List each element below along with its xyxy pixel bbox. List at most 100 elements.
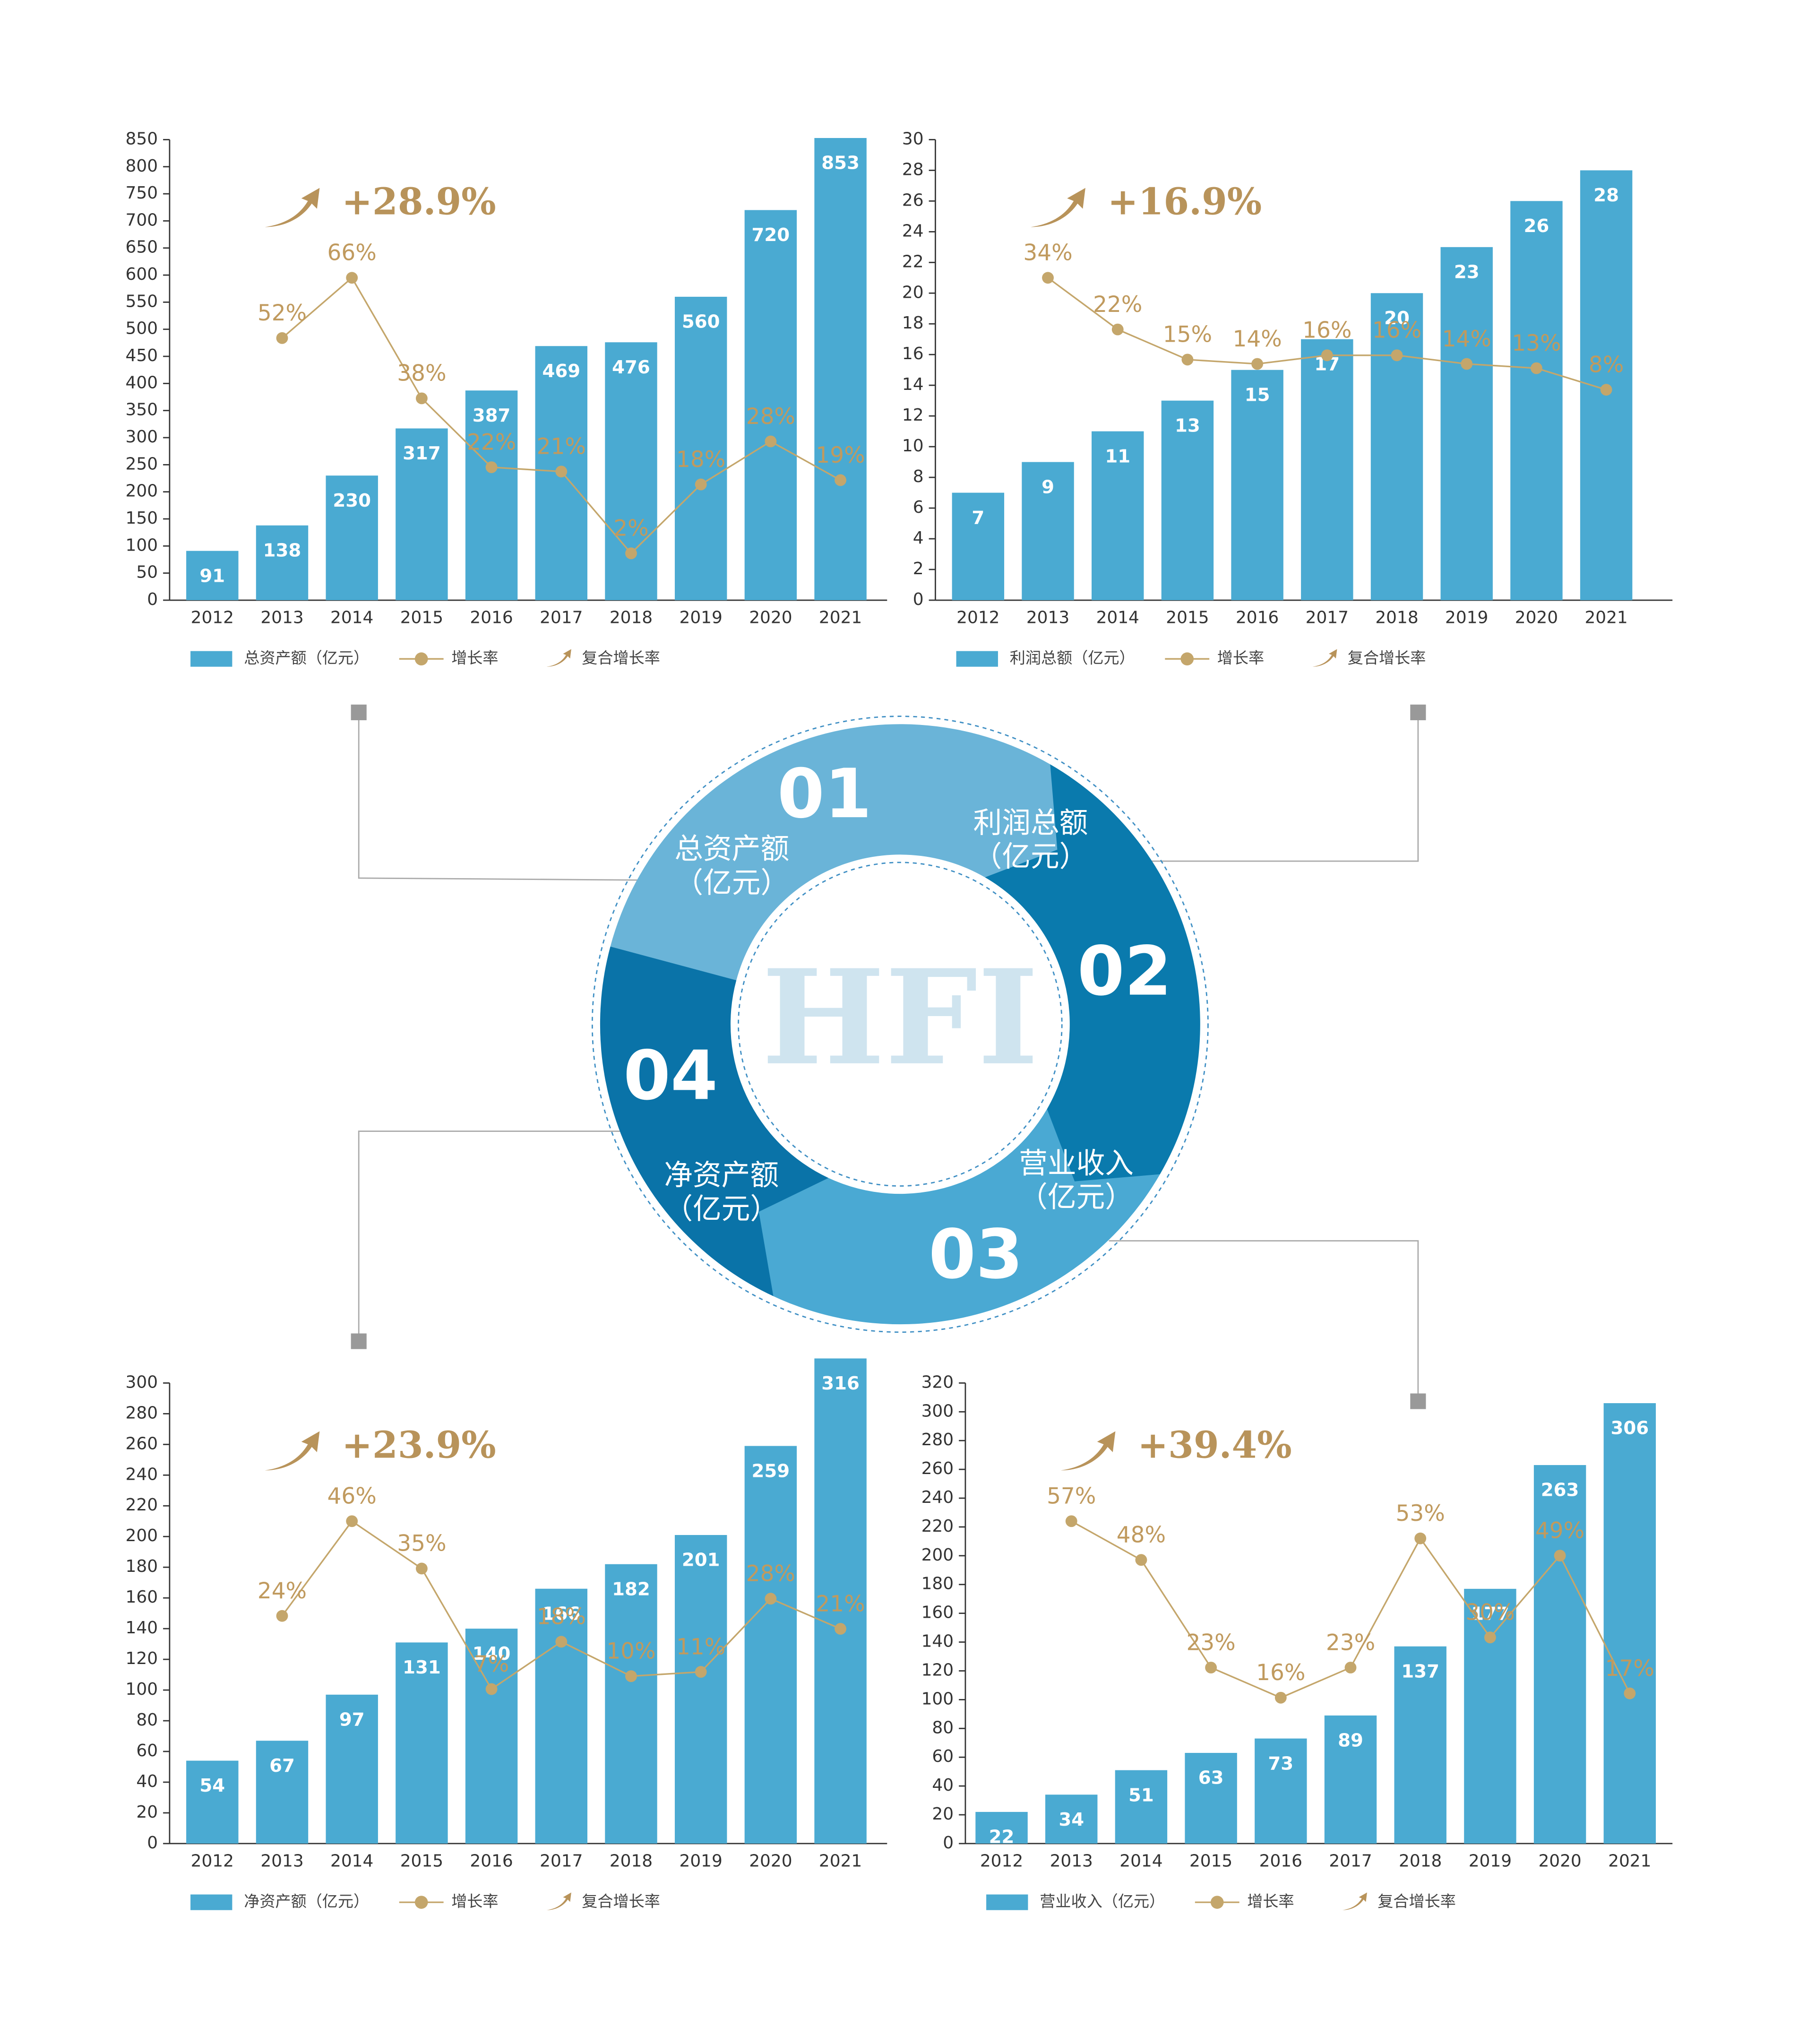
bar-label: 89 (1338, 1730, 1363, 1751)
bar (1161, 400, 1214, 600)
bar-label: 140 (473, 1643, 511, 1665)
growth-label: 11% (676, 1634, 725, 1660)
connector (1109, 712, 1419, 862)
bar (605, 1564, 657, 1844)
bar-label: 182 (612, 1578, 650, 1600)
bar-label: 853 (821, 153, 860, 174)
y-tick-label: 80 (136, 1710, 158, 1730)
y-tick-label: 500 (126, 319, 158, 338)
growth-point (1251, 358, 1264, 370)
bar-label: 22 (989, 1827, 1015, 1848)
growth-point (555, 466, 568, 478)
connector-squares (351, 704, 1426, 1409)
growth-label: 16% (1302, 318, 1351, 344)
bar-label: 63 (1198, 1768, 1224, 1789)
legend-dot (1180, 652, 1194, 666)
y-tick-label: 350 (126, 400, 158, 420)
bar (535, 1588, 588, 1844)
y-tick-label: 0 (147, 590, 158, 609)
chart: 0 20 40 60 80 100 120 140 160 180 200 220 240 260 280 3… (921, 1372, 1673, 1911)
growth-label: 16% (1372, 318, 1421, 344)
bar-label: 306 (1610, 1418, 1649, 1439)
x-tick-label: 2017 (1306, 608, 1349, 628)
legend-label: 利润总额（亿元） (1010, 649, 1135, 667)
growth-label: 24% (258, 1578, 307, 1604)
x-tick-label: 2019 (680, 608, 723, 628)
x-tick-label: 2021 (1608, 1852, 1651, 1871)
y-tick-label: 0 (943, 1833, 954, 1853)
y-tick-label: 300 (126, 1372, 158, 1392)
growth-label: 34% (1023, 240, 1072, 266)
y-tick-label: 22 (902, 252, 924, 271)
bar (1231, 370, 1283, 600)
bar-label: 20 (1384, 308, 1410, 329)
bar-label: 67 (269, 1755, 295, 1777)
growth-point (346, 272, 358, 284)
x-tick-label: 2012 (191, 1852, 234, 1871)
growth-label: 46% (327, 1483, 377, 1509)
y-tick-label: 60 (136, 1741, 158, 1760)
segment-unit: （亿元） (973, 840, 1088, 873)
legend-label: 增长率 (451, 1892, 498, 1911)
growth-point (625, 1670, 637, 1682)
y-tick-label: 260 (126, 1434, 158, 1453)
chart: 0 50 100 150 200 250 300 350 400 450 500 550 600 650 7… (126, 129, 887, 667)
x-tick-label: 2015 (400, 1852, 443, 1871)
y-tick-label: 120 (126, 1649, 158, 1668)
y-tick-label: 650 (126, 238, 158, 257)
segment (600, 917, 829, 1296)
bar-label: 317 (403, 443, 441, 464)
y-tick-label: 600 (126, 265, 158, 284)
segment (610, 724, 1058, 981)
y-tick-label: 0 (913, 590, 924, 609)
growth-point (276, 1610, 288, 1622)
bar (744, 210, 797, 600)
bar (1255, 1738, 1307, 1844)
y-tick-label: 28 (902, 160, 924, 179)
growth-point (1624, 1687, 1636, 1699)
bar (1092, 431, 1144, 600)
legend-label: 复合增长率 (582, 1892, 660, 1911)
segment-label: 利润总额 (973, 806, 1088, 839)
growth-point (1205, 1662, 1217, 1673)
y-tick-label: 180 (126, 1557, 158, 1576)
legend-arrow (1312, 649, 1337, 667)
x-tick-label: 2014 (330, 1852, 373, 1871)
y-tick-label: 240 (921, 1488, 954, 1507)
growth-point (765, 435, 777, 448)
bar (1510, 201, 1563, 600)
bar-label: 7 (972, 507, 984, 528)
y-tick-label: 260 (921, 1459, 954, 1478)
segment-label: 营业收入 (1019, 1147, 1134, 1180)
growth-label: 57% (1047, 1483, 1096, 1509)
legend-arrow (546, 649, 571, 667)
growth-point (1274, 1691, 1287, 1704)
x-tick-label: 2021 (1584, 608, 1627, 628)
bar-label: 230 (333, 490, 371, 511)
bar (1022, 462, 1074, 600)
bar (186, 551, 239, 600)
bar-label: 166 (542, 1603, 580, 1624)
bar-label: 13 (1175, 415, 1200, 436)
x-tick-label: 2019 (1469, 1852, 1512, 1871)
y-tick-label: 100 (126, 535, 158, 555)
y-tick-label: 250 (126, 454, 158, 474)
y-tick-label: 2 (913, 559, 924, 578)
y-tick-label: 16 (902, 344, 924, 363)
growth-point (835, 1623, 847, 1635)
x-tick-label: 2013 (1026, 608, 1069, 628)
growth-point (1391, 349, 1403, 362)
growth-point (1414, 1532, 1427, 1544)
bar-label: 138 (263, 540, 301, 561)
square (351, 1333, 367, 1349)
y-tick-label: 12 (902, 405, 924, 425)
y-tick-label: 280 (921, 1430, 954, 1449)
growth-point (415, 1562, 428, 1575)
growth-point (765, 1593, 777, 1605)
bar (1464, 1588, 1516, 1844)
x-tick-label: 2016 (1259, 1852, 1302, 1871)
legend-label: 营业收入（亿元） (1040, 1892, 1165, 1911)
growth-point (1321, 349, 1333, 362)
growth-label: 21% (816, 1591, 865, 1617)
y-tick-label: 20 (902, 283, 924, 302)
